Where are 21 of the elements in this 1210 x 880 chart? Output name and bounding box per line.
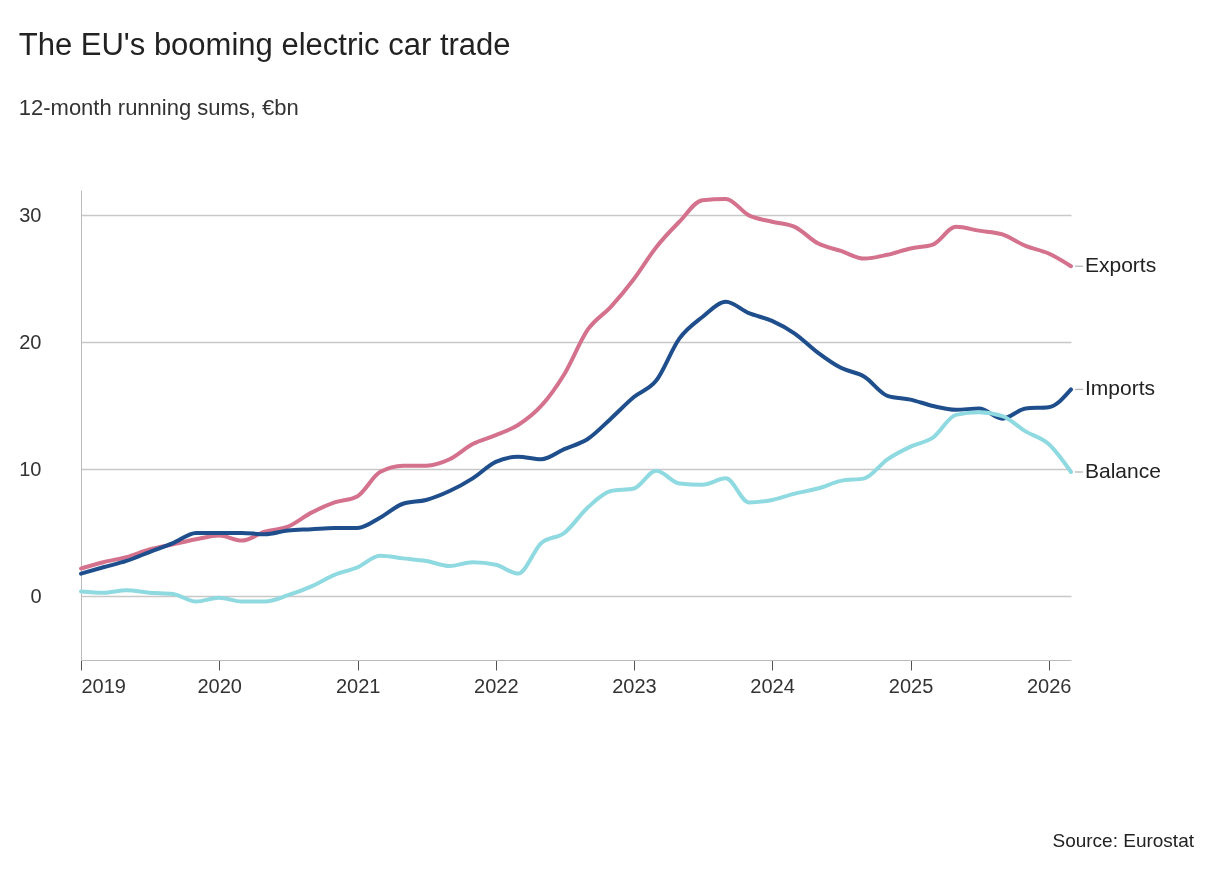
x-tick-label: 2023 [612,674,657,697]
chart-subtitle: 12-month running sums, €bn [18,95,299,120]
x-tick-label: 2026 [1026,674,1072,697]
x-tick-label: 2022 [474,674,519,697]
chart-title: The EU's booming electric car trade [18,27,511,62]
line-series [79,410,1073,604]
x-tick-label: 2019 [81,674,126,697]
line-series [79,196,1073,571]
y-tick-label: 10 [19,457,42,480]
x-tick-label: 2025 [888,674,934,697]
series-label: Balance [1085,459,1161,482]
series-label: Imports [1085,376,1156,400]
x-tick-label: 2024 [750,674,795,697]
y-tick-label: 20 [19,330,42,353]
line-series [79,299,1073,576]
source-note: Source: Eurostat [1052,830,1194,852]
y-tick-label: 30 [19,203,42,226]
x-tick-label: 2021 [335,674,381,697]
series-label: Exports [1085,253,1157,277]
y-tick-label: 0 [30,584,42,607]
x-tick-label: 2020 [197,674,242,697]
